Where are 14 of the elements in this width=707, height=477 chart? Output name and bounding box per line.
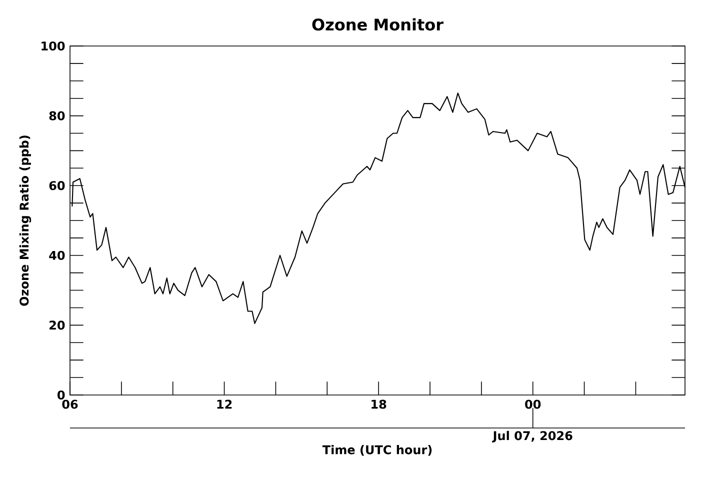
x-axis-title: Time (UTC hour) (322, 445, 432, 456)
y-tick-label: 100 (42, 41, 65, 51)
y-tick-label: 60 (49, 181, 65, 190)
chart-title: Ozone Monitor (312, 18, 444, 31)
y-axis-title: Ozone Mixing Ratio (ppb) (19, 136, 32, 306)
text: Jul 07, 2026 (492, 430, 572, 442)
x-tick-label: 12 (217, 400, 232, 409)
y-tick-label: 40 (49, 250, 65, 260)
x-tick-label: 06 (62, 400, 78, 409)
x-tick-label: 18 (372, 400, 386, 409)
y-tick-label: 0 (58, 390, 65, 400)
y-tick-label: 20 (50, 320, 65, 330)
x-tick-label: 00 (525, 400, 541, 409)
y-tick-label: 80 (49, 111, 65, 120)
